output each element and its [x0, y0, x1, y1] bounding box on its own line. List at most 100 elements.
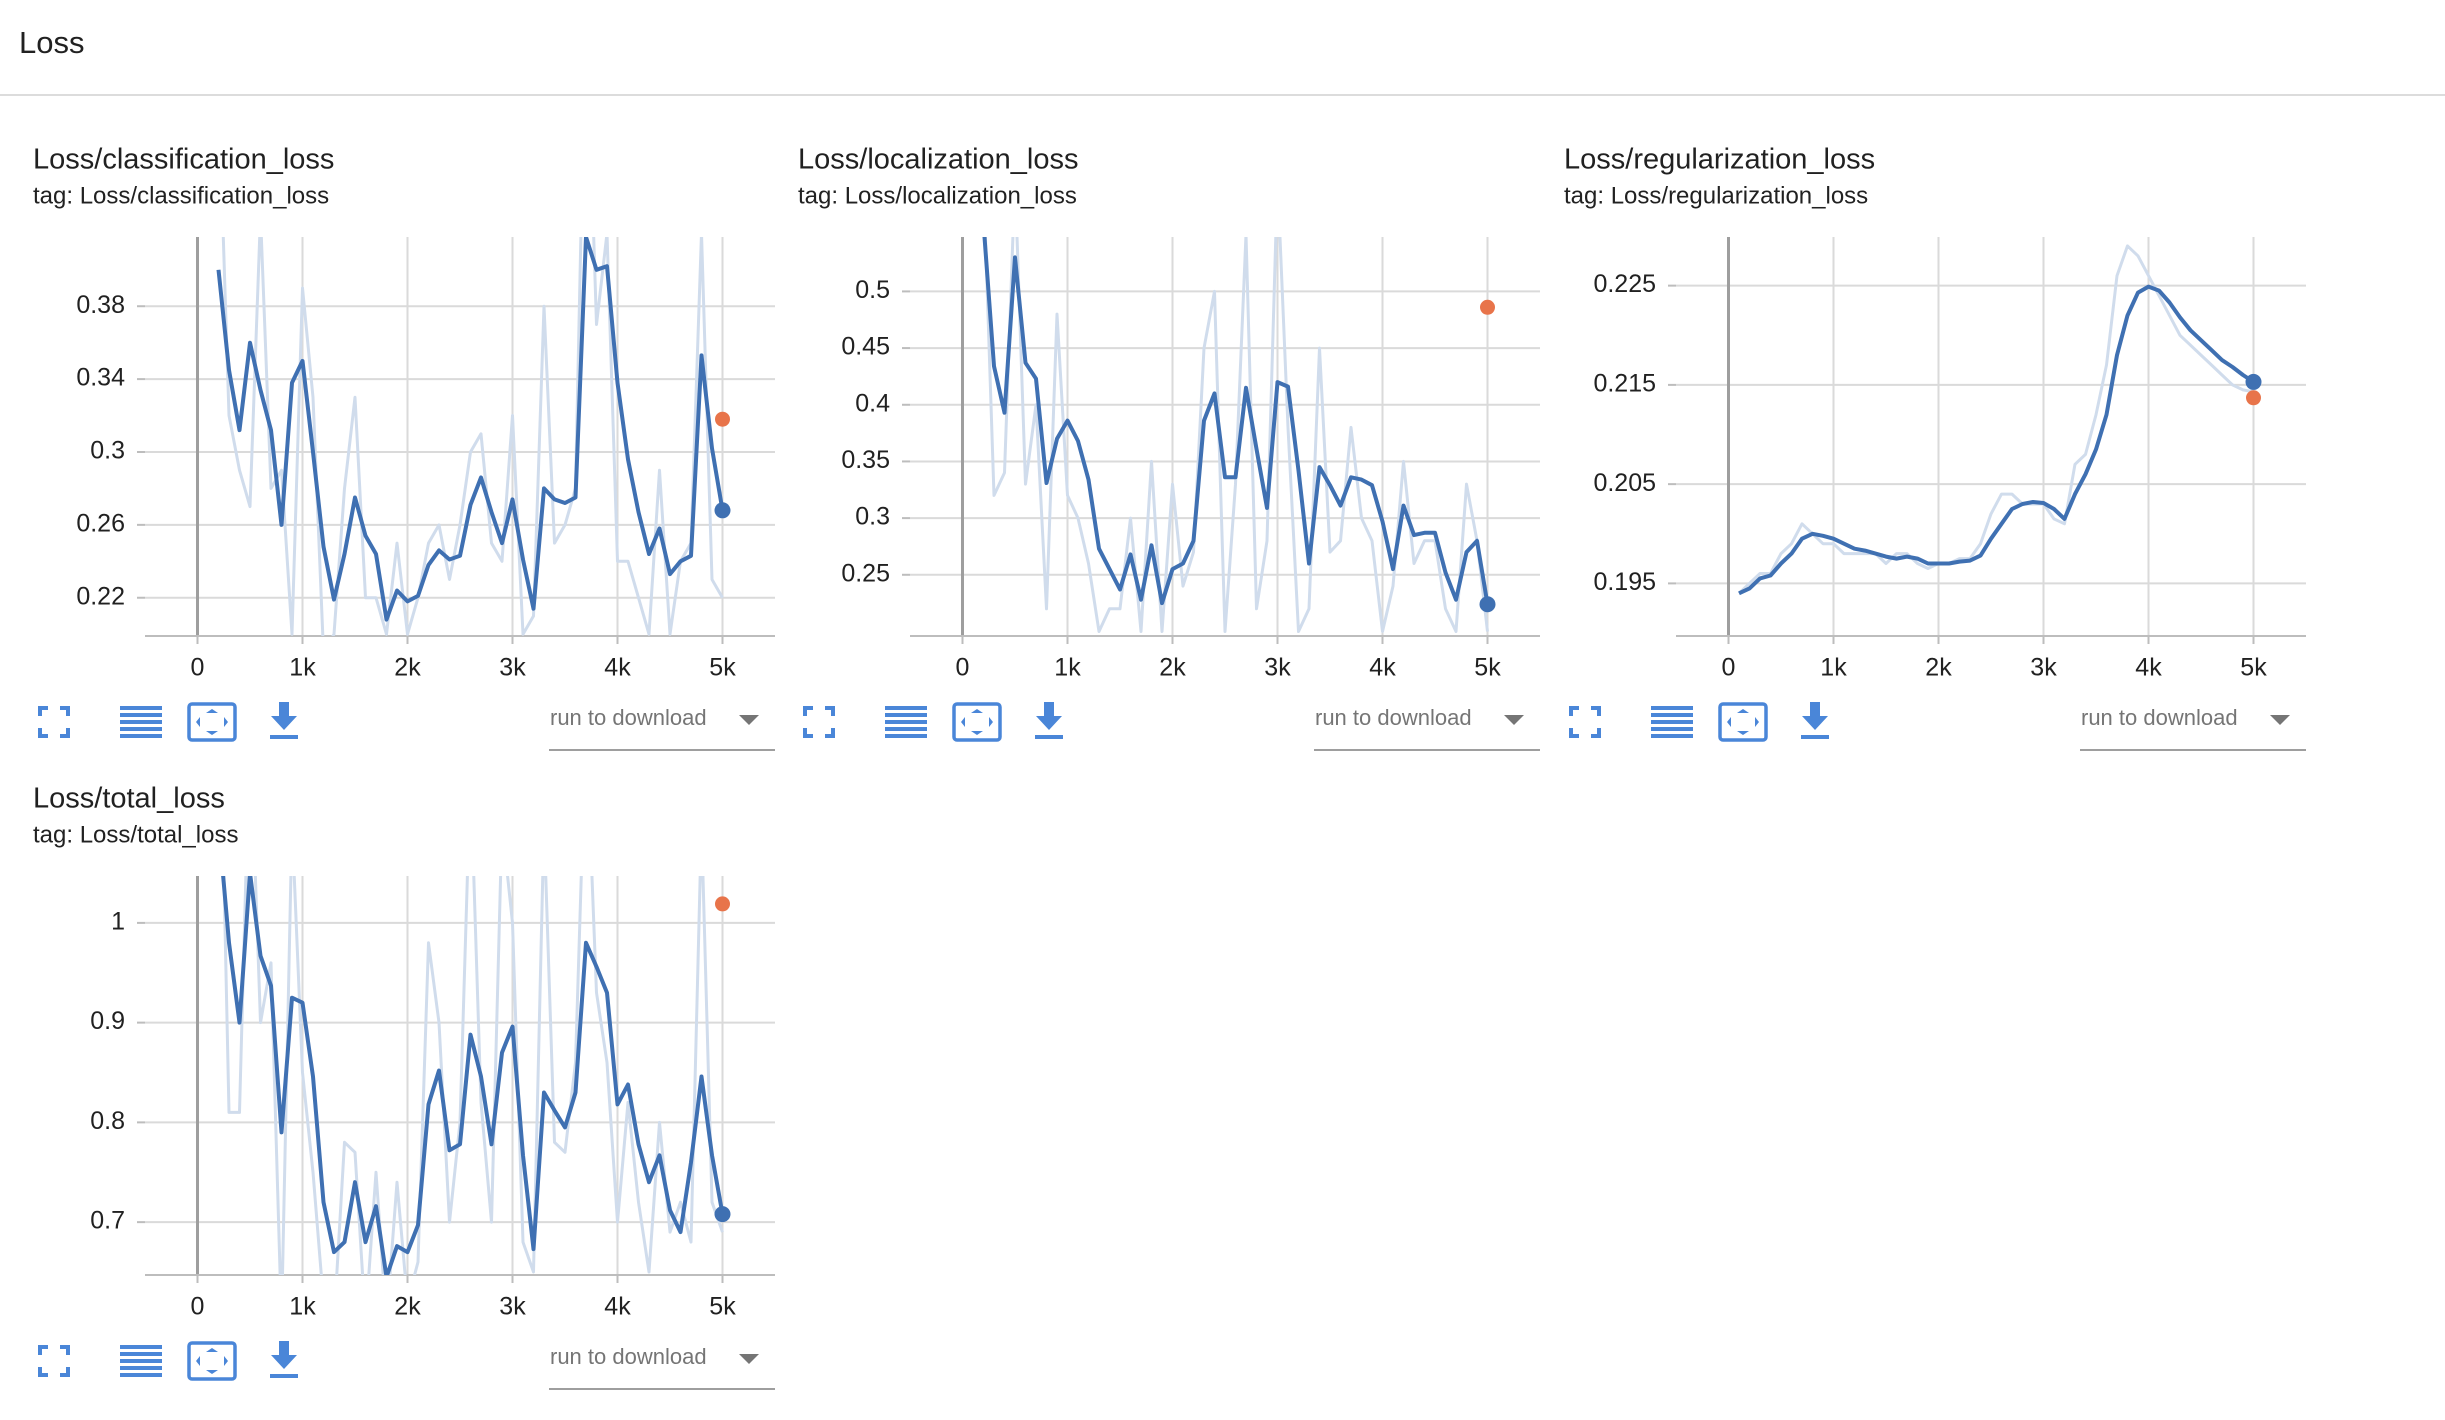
dropdown-label: run to download: [2081, 705, 2238, 730]
fit-domain-button[interactable]: [952, 702, 1002, 742]
y-tick-label: 0.38: [76, 291, 125, 319]
y-tick-label: 0.225: [1593, 270, 1656, 298]
x-tick-label: 0: [191, 1293, 205, 1321]
x-tick-label: 1k: [289, 654, 316, 682]
y-tick-label: 0.7: [90, 1207, 125, 1235]
series-line: [1738, 284, 2255, 596]
y-tick-label: 0.22: [76, 582, 125, 610]
chart-card: Loss/total_loss tag: Loss/total_loss 0.7 0.…: [33, 783, 775, 1390]
download-button[interactable]: [1801, 702, 1829, 739]
toggle-y-log-button[interactable]: [1651, 706, 1693, 738]
y-tick-label: 0.45: [841, 333, 890, 361]
x-tick-label: 4k: [2135, 654, 2162, 682]
dropdown-label: run to download: [1315, 705, 1472, 730]
chart-tag: tag: Loss/total_loss: [33, 821, 238, 848]
chart-card: Loss/localization_loss tag: Loss/localiza…: [798, 144, 1540, 751]
fullscreen-button[interactable]: [38, 706, 70, 738]
x-tick-label: 2k: [1925, 654, 1952, 682]
download-button[interactable]: [1035, 702, 1063, 739]
plot-area: [982, 237, 1490, 633]
chart-card: Loss/regularization_loss tag: Loss/regula…: [1564, 144, 2306, 751]
x-tick-label: 0: [1722, 654, 1736, 682]
dropdown-arrow: [739, 1354, 759, 1364]
download-button[interactable]: [270, 702, 298, 739]
x-tick-label: 5k: [709, 654, 736, 682]
x-tick-label: 4k: [604, 654, 631, 682]
toggle-y-log-button[interactable]: [885, 706, 927, 738]
y-tick-label: 0.8: [90, 1107, 125, 1135]
run-dropdown[interactable]: run to download: [549, 705, 775, 751]
x-tick-label: 4k: [604, 1293, 631, 1321]
series-line: [216, 237, 725, 622]
run-marker: [2246, 390, 2261, 406]
y-tick-label: 0.25: [841, 559, 890, 587]
y-tick-label: 0.4: [855, 389, 890, 417]
x-tick-label: 0: [956, 654, 970, 682]
run-marker: [715, 896, 730, 912]
dropdown-label: run to download: [550, 1344, 707, 1369]
fit-domain-button[interactable]: [187, 1341, 237, 1381]
chart-title: Loss/regularization_loss: [1564, 144, 1875, 176]
plot-area: [221, 876, 725, 1275]
dropdown-label: run to download: [550, 705, 707, 730]
last-point: [1479, 596, 1496, 613]
run-marker: [715, 411, 730, 427]
series-line: [221, 876, 725, 1275]
y-tick-label: 0.205: [1593, 469, 1656, 497]
y-tick-label: 0.215: [1593, 369, 1656, 397]
chart-tag: tag: Loss/localization_loss: [798, 182, 1077, 209]
last-point: [2245, 373, 2262, 390]
toggle-y-log-button[interactable]: [120, 1345, 162, 1377]
x-tick-label: 3k: [2030, 654, 2057, 682]
fullscreen-button[interactable]: [803, 706, 835, 738]
x-tick-label: 3k: [499, 654, 526, 682]
series-line: [982, 237, 1490, 606]
x-tick-label: 5k: [709, 1293, 736, 1321]
y-tick-label: 0.9: [90, 1007, 125, 1035]
chart-title: Loss/localization_loss: [798, 144, 1078, 176]
x-tick-label: 3k: [499, 1293, 526, 1321]
series-line: [1737, 244, 2254, 595]
fullscreen-button[interactable]: [38, 1345, 70, 1377]
series-line: [222, 876, 724, 1275]
fullscreen-button[interactable]: [1569, 706, 1601, 738]
run-marker: [1480, 299, 1495, 315]
run-dropdown[interactable]: run to download: [1314, 705, 1540, 751]
toggle-y-log-button[interactable]: [120, 706, 162, 738]
last-point: [714, 502, 731, 519]
x-tick-label: 5k: [1474, 654, 1501, 682]
x-tick-label: 4k: [1369, 654, 1396, 682]
y-tick-label: 0.26: [76, 509, 125, 537]
plot-area: [1737, 244, 2255, 596]
chart-title: Loss/total_loss: [33, 783, 225, 815]
y-tick-label: 0.3: [90, 437, 125, 465]
chart-tag: tag: Loss/classification_loss: [33, 182, 329, 209]
y-tick-label: 0.3: [855, 503, 890, 531]
fit-domain-button[interactable]: [187, 702, 237, 742]
x-tick-label: 2k: [1159, 654, 1186, 682]
dropdown-arrow: [2270, 715, 2290, 725]
y-tick-label: 0.35: [841, 446, 890, 474]
y-tick-label: 0.195: [1593, 568, 1656, 596]
chart-tag: tag: Loss/regularization_loss: [1564, 182, 1868, 209]
chart-card: Loss/classification_loss tag: Loss/classi…: [33, 144, 775, 751]
x-tick-label: 5k: [2240, 654, 2267, 682]
fit-domain-button[interactable]: [1718, 702, 1768, 742]
series-line: [221, 237, 724, 636]
x-tick-label: 1k: [1054, 654, 1081, 682]
series-line: [983, 237, 1489, 633]
y-tick-label: 0.5: [855, 276, 890, 304]
dropdown-arrow: [739, 715, 759, 725]
section-title: Loss: [19, 25, 84, 60]
run-dropdown[interactable]: run to download: [549, 1344, 775, 1390]
x-tick-label: 0: [191, 654, 205, 682]
plot-area: [216, 237, 725, 636]
run-dropdown[interactable]: run to download: [2080, 705, 2306, 751]
download-button[interactable]: [270, 1341, 298, 1378]
last-point: [714, 1206, 731, 1223]
y-tick-label: 1: [111, 907, 125, 935]
y-tick-label: 0.34: [76, 364, 125, 392]
x-tick-label: 2k: [394, 654, 421, 682]
x-tick-label: 2k: [394, 1293, 421, 1321]
